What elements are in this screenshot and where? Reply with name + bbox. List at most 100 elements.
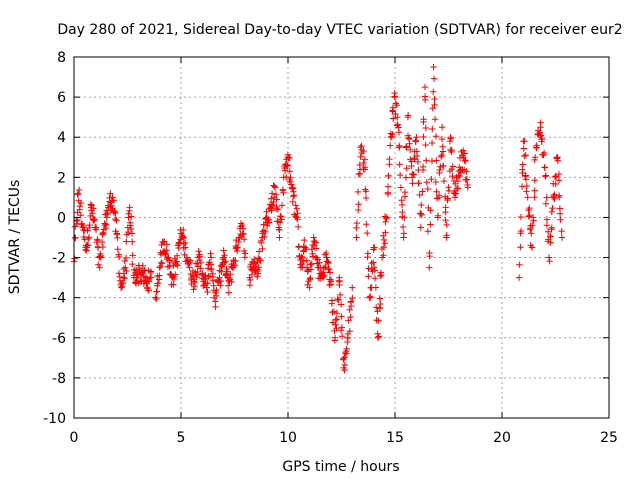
- data-point: [123, 238, 130, 245]
- data-point: [154, 280, 162, 287]
- data-point: [89, 210, 96, 217]
- data-point: [448, 147, 455, 154]
- data-point: [127, 222, 134, 229]
- data-point: [452, 190, 460, 197]
- data-point: [197, 259, 205, 267]
- data-point: [76, 206, 83, 213]
- data-point: [312, 239, 320, 246]
- data-point: [203, 284, 210, 291]
- data-point: [372, 284, 380, 291]
- data-point: [384, 189, 392, 196]
- data-point: [75, 190, 82, 197]
- data-point: [222, 258, 229, 265]
- data-point: [326, 281, 333, 289]
- data-point: [413, 148, 420, 155]
- data-point: [330, 308, 338, 315]
- data-point: [167, 270, 175, 278]
- plot-frame: [73, 56, 610, 419]
- data-point: [158, 260, 166, 267]
- data-point: [400, 230, 408, 237]
- data-point: [193, 273, 200, 281]
- data-point: [371, 275, 379, 282]
- data-point: [286, 168, 294, 175]
- data-point: [394, 121, 401, 128]
- data-point: [386, 142, 394, 149]
- data-point: [84, 227, 91, 234]
- chart-title: Day 280 of 2021, Sidereal Day-to-day VTE…: [57, 22, 622, 38]
- y-tick-label: 6: [57, 90, 66, 106]
- data-point: [190, 286, 197, 293]
- data-point: [403, 144, 410, 151]
- data-point: [273, 196, 280, 203]
- data-point: [170, 281, 177, 288]
- data-point: [554, 157, 561, 164]
- data-point: [432, 178, 440, 186]
- data-point: [321, 251, 329, 258]
- data-point: [121, 257, 129, 265]
- data-point: [186, 264, 193, 271]
- data-point: [276, 234, 283, 241]
- data-point: [540, 151, 547, 159]
- data-point: [236, 234, 243, 241]
- data-point: [364, 253, 371, 261]
- data-point: [108, 202, 115, 209]
- data-point: [81, 236, 88, 243]
- x-tick-label: 10: [279, 430, 297, 446]
- data-point: [378, 271, 385, 279]
- data-point: [180, 226, 187, 234]
- data-point: [428, 157, 436, 165]
- data-point: [404, 112, 412, 119]
- data-point: [403, 165, 410, 172]
- data-point: [272, 191, 280, 198]
- data-point: [92, 226, 100, 233]
- data-point: [320, 269, 327, 276]
- data-point: [289, 198, 296, 206]
- data-point: [240, 230, 247, 237]
- data-point: [276, 226, 283, 233]
- data-point: [129, 238, 136, 245]
- data-point: [438, 135, 446, 143]
- data-point: [386, 155, 393, 163]
- data-point: [303, 257, 311, 264]
- data-point: [421, 83, 429, 91]
- data-point: [341, 354, 348, 361]
- data-point: [152, 294, 159, 301]
- data-point: [543, 194, 550, 201]
- data-point: [414, 158, 422, 166]
- data-point: [308, 246, 316, 253]
- data-point: [445, 184, 452, 191]
- data-point: [354, 188, 362, 196]
- data-point: [516, 261, 523, 268]
- data-point: [526, 204, 533, 212]
- data-point: [412, 138, 420, 145]
- data-point: [166, 258, 174, 266]
- data-point: [72, 223, 79, 230]
- data-point: [394, 114, 401, 121]
- data-point: [549, 204, 556, 212]
- data-point: [443, 221, 450, 229]
- data-point: [282, 173, 290, 181]
- data-point: [520, 145, 527, 152]
- data-point: [460, 147, 467, 154]
- data-point: [419, 188, 426, 195]
- data-point: [434, 212, 442, 219]
- data-point: [195, 248, 202, 255]
- data-point: [531, 187, 538, 194]
- data-point: [94, 237, 101, 244]
- data-point: [537, 132, 545, 139]
- data-point: [422, 96, 429, 104]
- data-point: [550, 194, 557, 201]
- data-point: [145, 278, 153, 285]
- data-point: [173, 252, 181, 260]
- data-point: [338, 333, 346, 340]
- data-point: [521, 138, 528, 145]
- data-point: [289, 184, 296, 191]
- data-point: [279, 187, 287, 194]
- data-point: [371, 267, 379, 274]
- data-point: [454, 177, 462, 185]
- data-point: [226, 274, 233, 282]
- data-point: [155, 276, 163, 283]
- data-point: [338, 324, 346, 331]
- data-point: [112, 215, 119, 223]
